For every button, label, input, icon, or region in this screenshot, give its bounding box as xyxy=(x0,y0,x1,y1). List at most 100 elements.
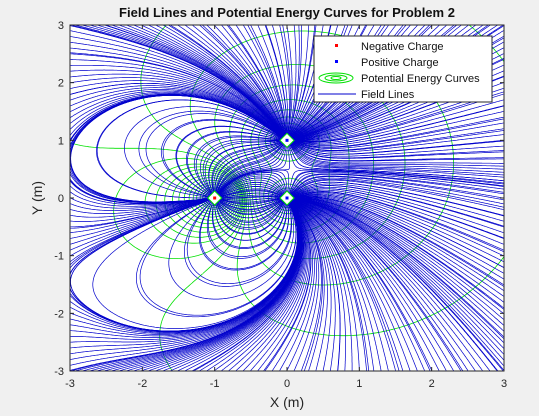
field-line xyxy=(193,135,283,197)
legend-swatch-negative-charge xyxy=(335,44,338,47)
field-line xyxy=(289,178,504,208)
field-line xyxy=(216,196,283,199)
field-line xyxy=(289,111,504,146)
field-line xyxy=(70,85,286,140)
field-line xyxy=(216,198,284,210)
field-line xyxy=(200,139,283,197)
field-line xyxy=(289,197,504,354)
field-line xyxy=(288,198,336,371)
legend: Negative Charge Positive Charge Potentia… xyxy=(313,35,493,103)
field-line xyxy=(214,141,286,195)
field-line xyxy=(288,198,367,371)
field-line xyxy=(288,199,325,371)
field-line xyxy=(286,25,293,139)
field-line xyxy=(212,140,286,195)
field-line xyxy=(186,131,283,197)
field-line xyxy=(289,197,504,331)
field-line xyxy=(216,188,284,198)
field-line xyxy=(289,198,469,371)
field-line xyxy=(288,185,504,228)
field-line xyxy=(289,93,504,143)
legend-item-negative-charge: Negative Charge xyxy=(335,41,444,53)
legend-swatch-positive-charge xyxy=(335,60,338,63)
field-line xyxy=(288,199,320,371)
field-line xyxy=(70,199,298,332)
field-line xyxy=(70,198,213,245)
field-line xyxy=(289,197,504,303)
field-line xyxy=(216,175,286,197)
y-tick-label: -3 xyxy=(54,366,64,378)
field-line xyxy=(287,25,302,139)
field-line xyxy=(160,119,284,198)
field-line xyxy=(289,197,504,349)
field-line xyxy=(288,198,382,371)
field-line xyxy=(145,113,285,198)
field-line xyxy=(243,25,287,139)
legend-label-field-lines: Field Lines xyxy=(361,89,415,101)
field-line xyxy=(70,198,213,239)
field-line xyxy=(127,25,287,139)
field-line xyxy=(290,199,400,371)
field-line xyxy=(70,47,286,140)
field-line xyxy=(289,194,504,268)
field-line xyxy=(120,25,287,140)
field-line xyxy=(289,183,504,222)
field-line xyxy=(288,199,322,371)
field-line xyxy=(289,142,504,162)
field-line xyxy=(192,25,287,139)
field-line xyxy=(290,142,504,159)
field-line xyxy=(215,199,285,219)
field-line xyxy=(279,25,290,139)
field-line xyxy=(216,184,285,198)
x-tick-label: -3 xyxy=(65,378,75,390)
field-line xyxy=(215,143,286,197)
field-line xyxy=(288,177,504,205)
x-tick-label: -1 xyxy=(210,378,220,390)
field-line xyxy=(289,128,504,151)
field-line xyxy=(215,199,285,222)
field-line xyxy=(136,198,297,318)
field-line xyxy=(288,193,504,262)
field-line xyxy=(70,82,286,140)
field-line xyxy=(243,199,308,371)
field-line xyxy=(70,53,286,140)
field-line xyxy=(288,141,504,164)
field-line xyxy=(70,198,213,222)
field-line xyxy=(217,192,284,199)
field-line xyxy=(289,195,504,280)
field-line xyxy=(289,198,461,371)
field-line xyxy=(70,89,286,140)
field-line xyxy=(288,199,332,371)
field-line xyxy=(288,198,418,371)
legend-box xyxy=(313,35,493,103)
legend-item-field-lines: Field Lines xyxy=(318,89,415,101)
field-line xyxy=(214,142,285,197)
field-line xyxy=(70,197,213,209)
field-line xyxy=(207,199,304,371)
field-line xyxy=(288,141,504,170)
field-line xyxy=(70,64,286,139)
field-line xyxy=(289,198,411,371)
field-line xyxy=(287,173,504,197)
y-tick-label: 1 xyxy=(58,135,64,147)
field-line xyxy=(211,200,288,249)
field-line xyxy=(289,194,504,274)
field-line xyxy=(216,199,284,216)
x-axis-label: X (m) xyxy=(270,394,304,410)
field-line xyxy=(289,196,504,285)
field-line xyxy=(289,198,490,371)
field-line xyxy=(228,25,287,139)
field-line xyxy=(70,25,286,139)
field-line xyxy=(70,87,286,140)
field-line xyxy=(288,199,360,371)
field-line xyxy=(198,199,290,271)
field-line xyxy=(215,143,286,197)
field-line xyxy=(289,198,447,371)
field-line xyxy=(70,36,286,139)
field-line xyxy=(288,139,504,155)
field-line xyxy=(272,199,314,371)
y-tick-label: -2 xyxy=(54,308,64,320)
field-line xyxy=(288,141,504,161)
field-line xyxy=(247,25,287,137)
field-line xyxy=(216,198,283,205)
